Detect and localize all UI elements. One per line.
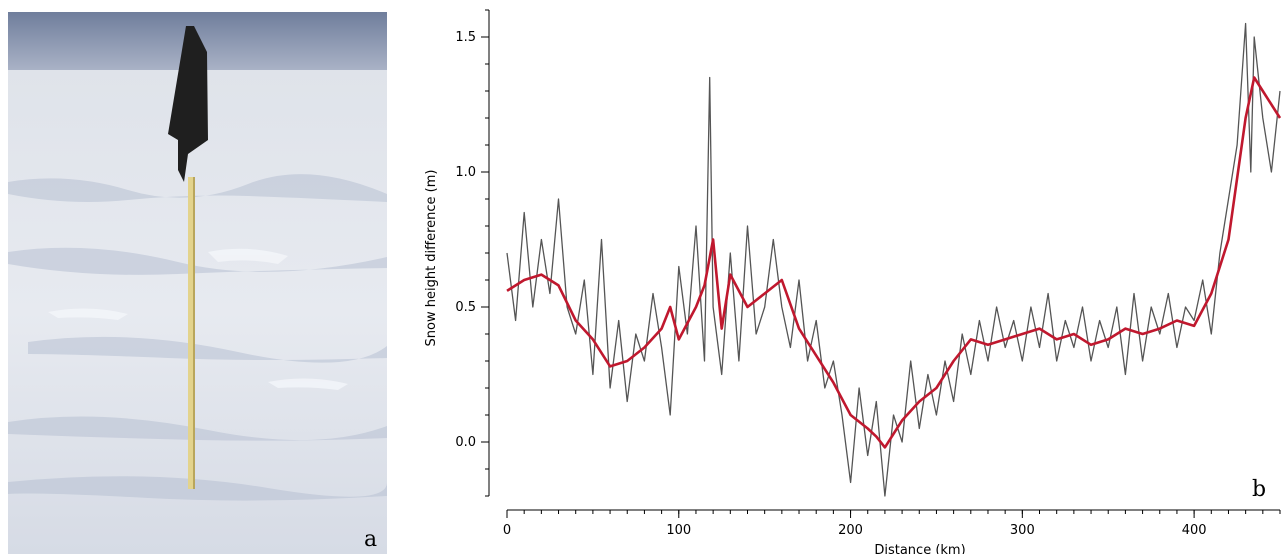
smoothed-series-line xyxy=(506,76,1282,449)
panel-label-a: a xyxy=(364,527,377,552)
x-axis: 0 100 200 300 400 xyxy=(503,509,1281,538)
chart-canvas: 0.0 0.5 1.0 1.5 0 100 200 300 400 Distance (km)… xyxy=(424,9,1282,558)
raw-series-line xyxy=(506,22,1281,497)
x-axis-title: Distance (km) xyxy=(874,543,965,554)
series-layer xyxy=(506,22,1282,497)
y-axis: 0.0 0.5 1.0 1.5 xyxy=(455,9,490,497)
snow-drift-shadows xyxy=(8,174,387,501)
y-tick-label: 0.5 xyxy=(455,300,476,315)
panel-label-b: b xyxy=(1252,477,1266,502)
y-tick-label: 1.5 xyxy=(455,30,476,45)
x-tick-label: 0 xyxy=(503,523,511,538)
y-tick-label: 0.0 xyxy=(455,435,476,450)
snow-height-chart: 0.0 0.5 1.0 1.5 0 100 200 300 400 Distance (km)… xyxy=(390,0,1284,558)
y-tick-label: 1.0 xyxy=(455,165,476,180)
x-tick-label: 100 xyxy=(666,523,691,538)
black-flag xyxy=(168,26,208,182)
x-tick-label: 300 xyxy=(1010,523,1035,538)
x-tick-label: 200 xyxy=(838,523,863,538)
snow-stake-pole xyxy=(188,177,195,489)
snow-stake-photo: a xyxy=(8,12,387,554)
y-axis-title: Snow height difference (m) xyxy=(424,170,439,347)
photo-canvas: a xyxy=(8,12,387,554)
x-tick-label: 400 xyxy=(1182,523,1207,538)
snow-highlights xyxy=(48,248,348,390)
